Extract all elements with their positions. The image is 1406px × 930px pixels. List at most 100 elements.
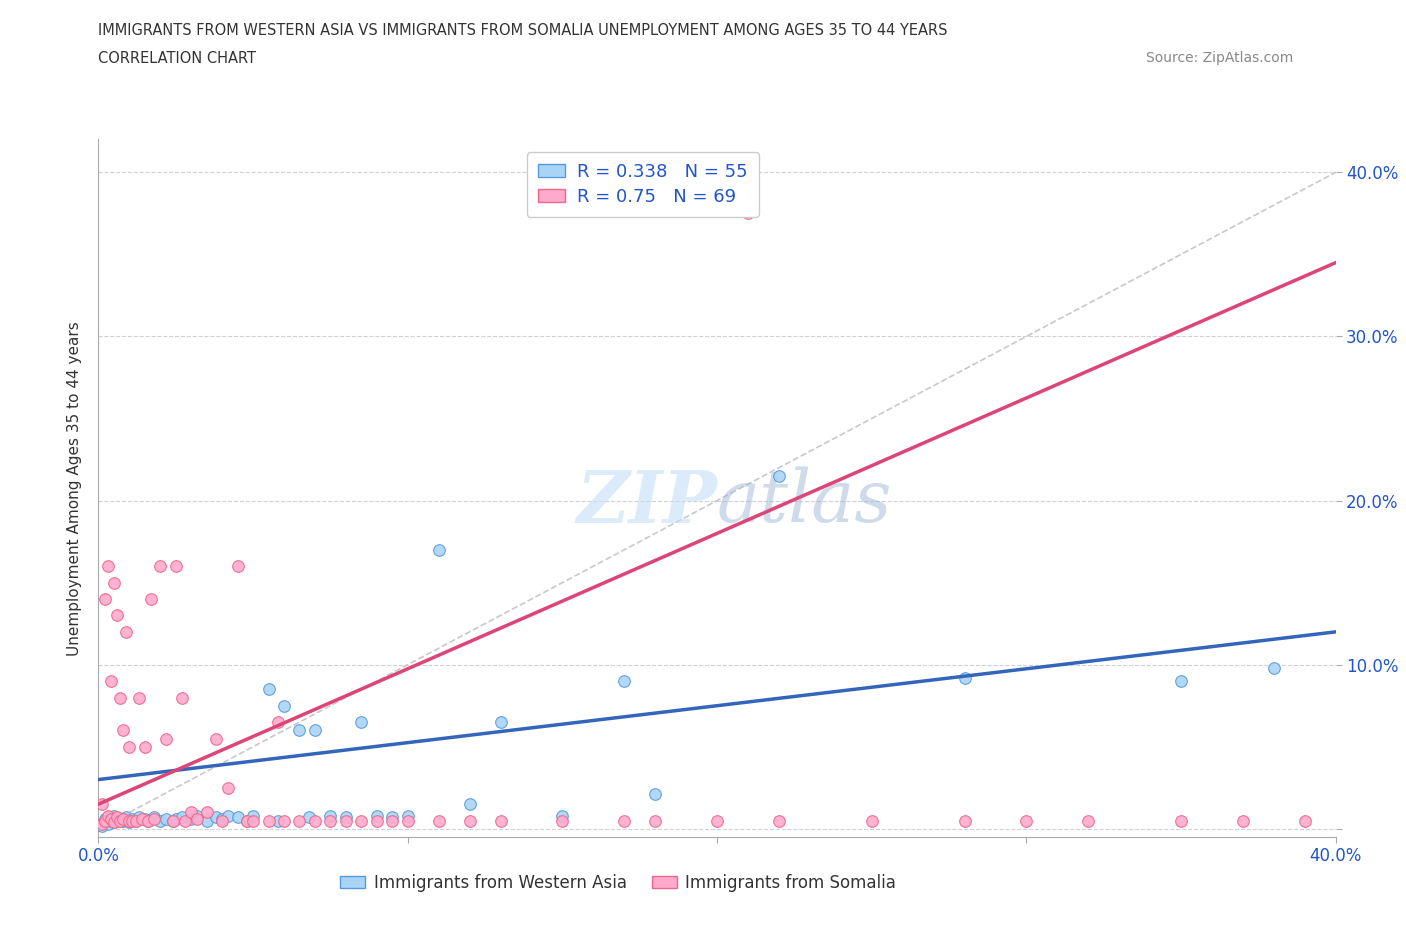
- Point: [93, 813, 115, 828]
- Point: [427, 542, 450, 557]
- Point: [134, 812, 156, 827]
- Point: [128, 810, 150, 825]
- Point: [112, 812, 135, 827]
- Point: [304, 723, 326, 737]
- Point: [396, 808, 419, 823]
- Text: Source: ZipAtlas.com: Source: ZipAtlas.com: [1146, 51, 1294, 65]
- Text: IMMIGRANTS FROM WESTERN ASIA VS IMMIGRANTS FROM SOMALIA UNEMPLOYMENT AMONG AGES : IMMIGRANTS FROM WESTERN ASIA VS IMMIGRAN…: [98, 23, 948, 38]
- Point: [288, 813, 311, 828]
- Point: [124, 813, 146, 828]
- Point: [298, 810, 321, 825]
- Point: [396, 813, 419, 828]
- Point: [217, 808, 239, 823]
- Point: [165, 812, 187, 827]
- Point: [162, 813, 184, 828]
- Point: [489, 813, 512, 828]
- Point: [162, 813, 184, 828]
- Point: [149, 813, 172, 828]
- Point: [644, 813, 666, 828]
- Point: [112, 813, 135, 828]
- Point: [131, 812, 153, 827]
- Point: [335, 810, 357, 825]
- Point: [366, 813, 388, 828]
- Point: [97, 810, 120, 825]
- Point: [136, 813, 159, 828]
- Point: [93, 591, 115, 606]
- Point: [319, 808, 342, 823]
- Point: [1015, 813, 1038, 828]
- Point: [242, 813, 264, 828]
- Point: [613, 813, 636, 828]
- Text: atlas: atlas: [717, 467, 893, 538]
- Point: [100, 812, 122, 827]
- Point: [97, 559, 120, 574]
- Point: [350, 813, 373, 828]
- Point: [267, 714, 290, 729]
- Point: [319, 813, 342, 828]
- Point: [551, 808, 574, 823]
- Point: [143, 812, 166, 827]
- Point: [108, 813, 131, 828]
- Point: [335, 813, 357, 828]
- Point: [1170, 673, 1192, 688]
- Point: [1077, 813, 1099, 828]
- Point: [1170, 813, 1192, 828]
- Point: [105, 813, 128, 828]
- Point: [458, 797, 481, 812]
- Point: [124, 813, 146, 828]
- Point: [953, 671, 976, 685]
- Point: [1232, 813, 1254, 828]
- Point: [768, 469, 790, 484]
- Point: [706, 813, 728, 828]
- Point: [149, 559, 172, 574]
- Point: [304, 813, 326, 828]
- Point: [267, 813, 290, 828]
- Point: [1263, 660, 1285, 675]
- Point: [273, 813, 295, 828]
- Point: [90, 817, 112, 831]
- Point: [136, 813, 159, 828]
- Point: [100, 673, 122, 688]
- Y-axis label: Unemployment Among Ages 35 to 44 years: Unemployment Among Ages 35 to 44 years: [67, 321, 83, 656]
- Point: [180, 805, 202, 820]
- Point: [211, 813, 233, 828]
- Legend: Immigrants from Western Asia, Immigrants from Somalia: Immigrants from Western Asia, Immigrants…: [333, 867, 903, 898]
- Point: [257, 813, 280, 828]
- Point: [115, 810, 138, 825]
- Point: [155, 812, 177, 827]
- Point: [381, 813, 404, 828]
- Point: [737, 206, 759, 220]
- Point: [489, 714, 512, 729]
- Point: [170, 690, 193, 705]
- Point: [288, 723, 311, 737]
- Point: [134, 739, 156, 754]
- Point: [273, 698, 295, 713]
- Point: [226, 810, 249, 825]
- Point: [427, 813, 450, 828]
- Point: [118, 815, 141, 830]
- Point: [103, 575, 125, 590]
- Point: [257, 682, 280, 697]
- Point: [458, 813, 481, 828]
- Point: [186, 812, 208, 827]
- Point: [217, 780, 239, 795]
- Point: [613, 673, 636, 688]
- Point: [90, 797, 112, 812]
- Point: [93, 815, 115, 830]
- Point: [860, 813, 883, 828]
- Point: [115, 624, 138, 639]
- Point: [236, 813, 259, 828]
- Point: [644, 787, 666, 802]
- Point: [121, 813, 143, 828]
- Point: [155, 731, 177, 746]
- Text: CORRELATION CHART: CORRELATION CHART: [98, 51, 256, 66]
- Point: [195, 805, 218, 820]
- Point: [90, 818, 112, 833]
- Point: [128, 690, 150, 705]
- Point: [105, 810, 128, 825]
- Point: [180, 812, 202, 827]
- Point: [768, 813, 790, 828]
- Point: [1294, 813, 1316, 828]
- Point: [953, 813, 976, 828]
- Point: [381, 810, 404, 825]
